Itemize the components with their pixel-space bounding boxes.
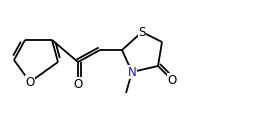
Text: O: O xyxy=(167,74,177,86)
Text: S: S xyxy=(138,25,146,38)
Text: O: O xyxy=(25,76,35,88)
Text: N: N xyxy=(128,65,136,78)
Text: O: O xyxy=(73,78,83,91)
